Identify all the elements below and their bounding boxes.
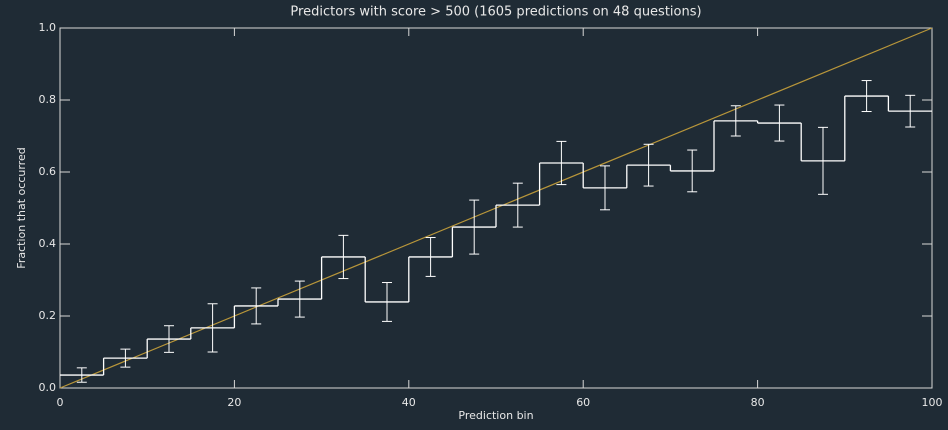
y-tick-label: 1.0 [39, 21, 57, 34]
y-tick-label: 0.6 [39, 165, 57, 178]
y-axis-label: Fraction that occurred [15, 147, 28, 268]
y-tick-label: 0.0 [39, 381, 57, 394]
chart-title: Predictors with score > 500 (1605 predic… [290, 5, 701, 20]
x-tick-label: 100 [922, 396, 943, 409]
x-axis-label: Prediction bin [458, 409, 533, 422]
x-tick-label: 60 [576, 396, 590, 409]
x-tick-label: 20 [227, 396, 241, 409]
x-tick-label: 0 [57, 396, 64, 409]
x-tick-label: 40 [402, 396, 416, 409]
y-tick-label: 0.8 [39, 93, 57, 106]
x-tick-label: 80 [751, 396, 765, 409]
y-tick-label: 0.4 [39, 237, 57, 250]
y-tick-label: 0.2 [39, 309, 57, 322]
plot-frame [59, 27, 933, 389]
